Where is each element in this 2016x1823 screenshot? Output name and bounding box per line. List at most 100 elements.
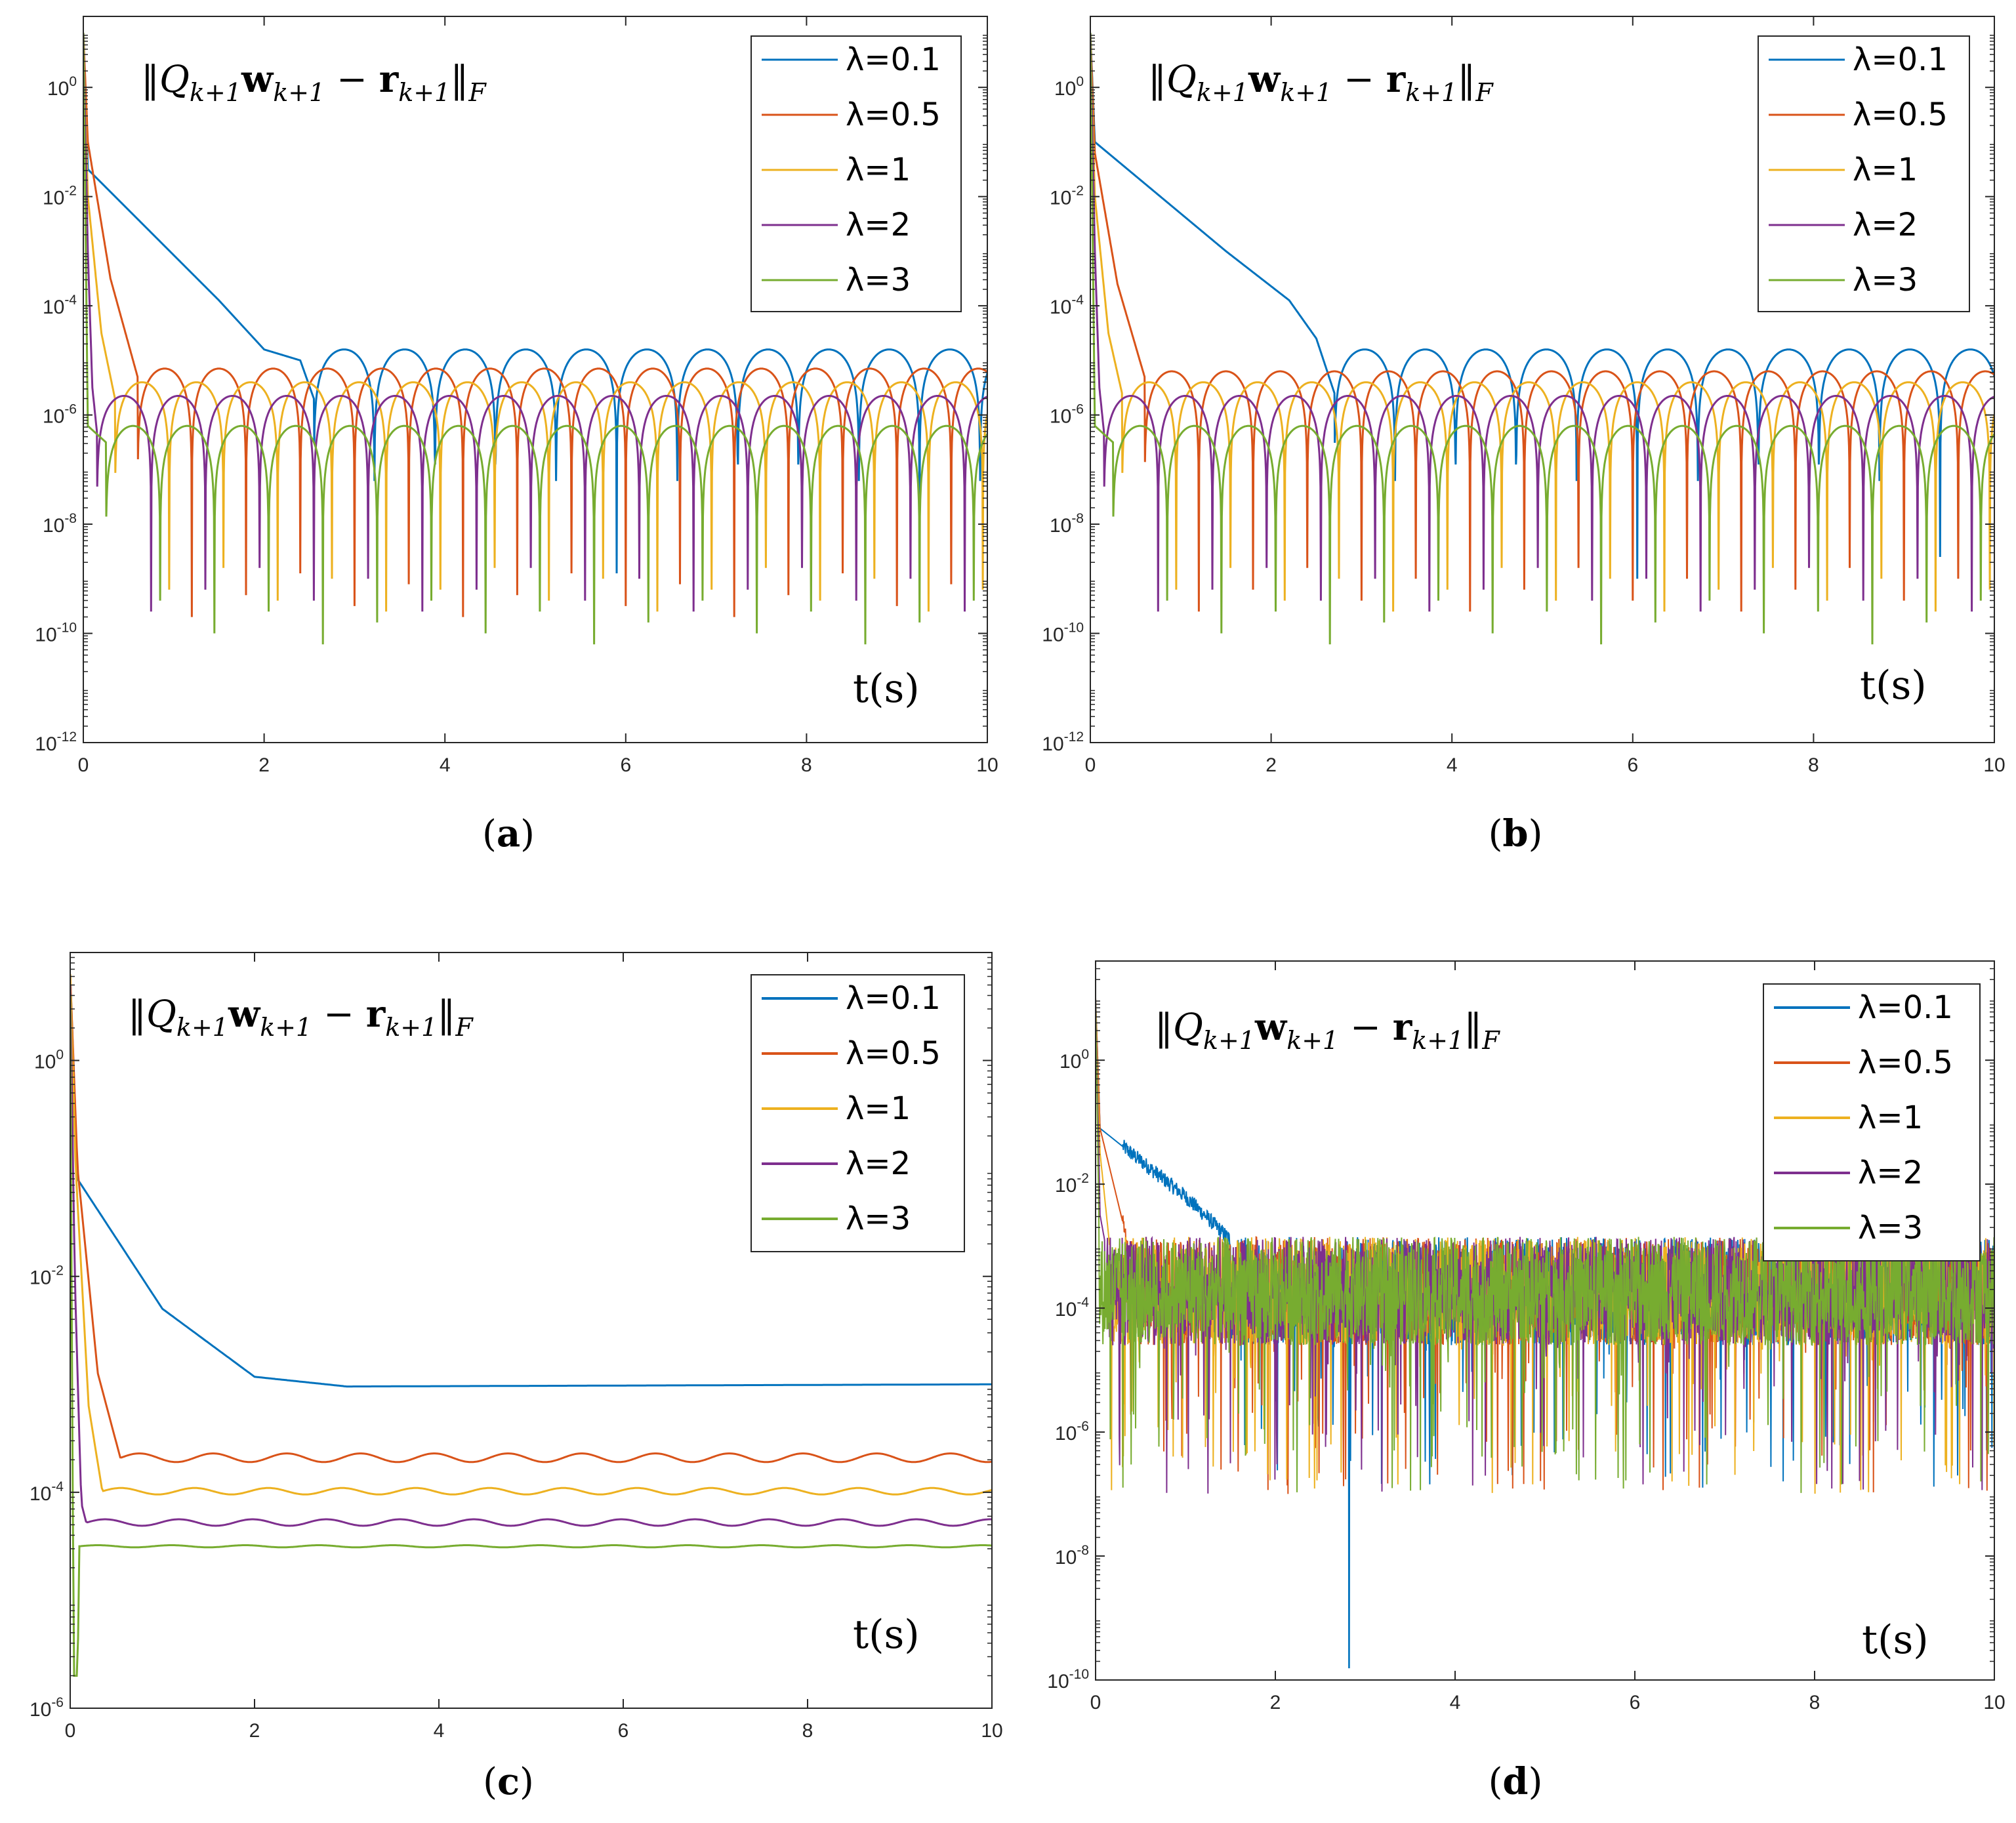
y-tick-label: 10-4	[1050, 293, 1084, 318]
y-tick-label: 10-8	[1050, 511, 1084, 537]
y-tick-label: 10-2	[1050, 184, 1084, 209]
x-tick-label: 2	[1270, 1692, 1281, 1713]
x-tick-label: 4	[434, 1720, 445, 1742]
legend-label: λ=0.1	[1853, 41, 1948, 78]
legend-label: λ=2	[1858, 1155, 1923, 1191]
y-tick-label: 10-4	[30, 1479, 64, 1505]
series-line-3	[70, 973, 992, 1496]
series-line-1	[83, 32, 987, 574]
x-tick-label: 10	[981, 1720, 1002, 1742]
y-tick-label: 10-8	[43, 511, 77, 537]
x-axis-label: t(s)	[853, 1612, 920, 1658]
x-tick-label: 10	[1983, 1692, 2005, 1713]
legend-label: λ=0.1	[846, 41, 941, 78]
plot-area	[1090, 32, 1994, 645]
series-line-5	[83, 32, 987, 645]
plot-area	[1096, 998, 1994, 1669]
subfigure-label: (a)	[482, 812, 535, 855]
y-tick-label: 100	[34, 1048, 64, 1073]
legend-label: λ=0.5	[846, 96, 941, 133]
x-tick-label: 6	[620, 754, 631, 776]
legend-label: λ=0.5	[1853, 96, 1948, 133]
legend-label: λ=0.1	[846, 980, 941, 1017]
panel-c: 0 2 4 6 8 1010010-210-410-6λ=0.1λ=0.5λ=1λ=2λ=…	[30, 952, 1003, 1803]
x-tick-label: 8	[1808, 754, 1819, 776]
legend-box	[1758, 35, 1970, 312]
legend-label: λ=3	[846, 1200, 911, 1237]
subfigure-label: (d)	[1489, 1760, 1543, 1803]
panel-b: 0 2 4 6 8 10 100 10-2 10-4 10-6 10-8 10-10 10-12 λ=0.…	[1042, 16, 2006, 855]
y-tick-label: 100	[1059, 1047, 1089, 1073]
subfigure-label: (c)	[483, 1760, 534, 1803]
legend: λ=0.1 λ=0.5 λ=1 λ=2 λ=3	[751, 35, 962, 312]
x-tick-label: 8	[801, 754, 812, 776]
legend-box	[751, 35, 962, 312]
y-tick-label: 10-4	[43, 293, 77, 318]
legend-label: λ=3	[1858, 1210, 1923, 1246]
y-tick-label: 10-6	[1055, 1419, 1089, 1444]
x-axis-label: t(s)	[853, 666, 920, 712]
x-tick-label: 0	[78, 754, 89, 776]
legend: λ=0.1 λ=0.5 λ=1 λ=2 λ=3	[1758, 35, 1970, 312]
x-tick-label: 6	[618, 1720, 629, 1742]
legend-label: λ=3	[1853, 262, 1918, 298]
x-tick-label: 4	[440, 754, 451, 776]
y-tick-label: 10-12	[35, 729, 77, 755]
series-line-2	[70, 973, 992, 1464]
x-tick-label: 4	[1447, 754, 1458, 776]
y-tick-label: 10-10	[1042, 621, 1084, 646]
x-tick-label: 4	[1450, 1692, 1461, 1713]
plot-area	[83, 32, 987, 645]
legend-label: λ=0.5	[846, 1035, 941, 1072]
legend-label: λ=1	[1853, 152, 1918, 188]
formula-label: ‖Qk+1wk+1 − rk+1‖F	[128, 993, 474, 1042]
y-tick-label: 100	[1054, 74, 1084, 100]
x-tick-label: 6	[1627, 754, 1638, 776]
legend-label: λ=3	[846, 262, 911, 298]
x-tick-label: 0	[1090, 1692, 1101, 1713]
axes-box	[1095, 960, 1995, 1681]
x-tick-label: 2	[249, 1720, 260, 1742]
y-tick-label: 10-6	[30, 1695, 64, 1721]
series-line-2	[1090, 32, 1994, 612]
x-tick-label: 2	[258, 754, 270, 776]
legend-label: λ=1	[1858, 1099, 1923, 1136]
panel-a: 0 2 4 6 8 10 100 10-2 10-4 10-6 10-8 10-10 10-12 λ=0.…	[35, 16, 998, 855]
legend-label: λ=1	[846, 152, 911, 188]
x-axis-label: t(s)	[1860, 663, 1927, 708]
x-tick-label: 6	[1630, 1692, 1641, 1713]
x-tick-label: 8	[802, 1720, 813, 1742]
formula-label: ‖Qk+1wk+1 − rk+1‖F	[1148, 58, 1494, 107]
series-line-5	[1090, 32, 1994, 645]
series-line-5	[1096, 998, 1994, 1493]
legend-label: λ=2	[1853, 207, 1918, 243]
formula-label: ‖Qk+1wk+1 − rk+1‖F	[141, 58, 487, 107]
y-tick-label: 10-2	[30, 1263, 64, 1289]
series-line-4	[1090, 32, 1994, 612]
legend-label: λ=2	[846, 1145, 911, 1182]
y-tick-label: 10-4	[1055, 1295, 1089, 1321]
y-tick-label: 10-10	[1047, 1667, 1089, 1692]
y-tick-label: 10-12	[1042, 729, 1084, 755]
series-line-5	[70, 995, 992, 1677]
y-tick-label: 10-6	[1050, 402, 1084, 428]
legend: λ=0.1 λ=0.5 λ=1 λ=2 λ=3	[1763, 983, 1981, 1261]
y-tick-label: 10-6	[43, 402, 77, 428]
panel-d: 0 2 4 6 8 1010010-210-410-610-810-10λ=0.1λ=0.…	[1047, 960, 2006, 1803]
subfigure-label: (b)	[1489, 812, 1543, 855]
legend-label: λ=0.5	[1858, 1044, 1953, 1081]
x-tick-label: 0	[1085, 754, 1096, 776]
legend-label: λ=2	[846, 207, 911, 243]
series-line-4	[83, 32, 987, 612]
legend-box	[1763, 983, 1981, 1261]
series-line-4	[70, 985, 992, 1527]
axes-box	[83, 16, 988, 743]
legend-label: λ=1	[846, 1090, 911, 1127]
y-tick-label: 10-2	[1055, 1171, 1089, 1197]
legend: λ=0.1 λ=0.5 λ=1 λ=2 λ=3	[751, 974, 965, 1252]
axes-box	[1090, 16, 1995, 743]
x-tick-label: 0	[65, 1720, 76, 1742]
x-axis-label: t(s)	[1862, 1617, 1929, 1663]
y-tick-label: 100	[47, 74, 77, 100]
